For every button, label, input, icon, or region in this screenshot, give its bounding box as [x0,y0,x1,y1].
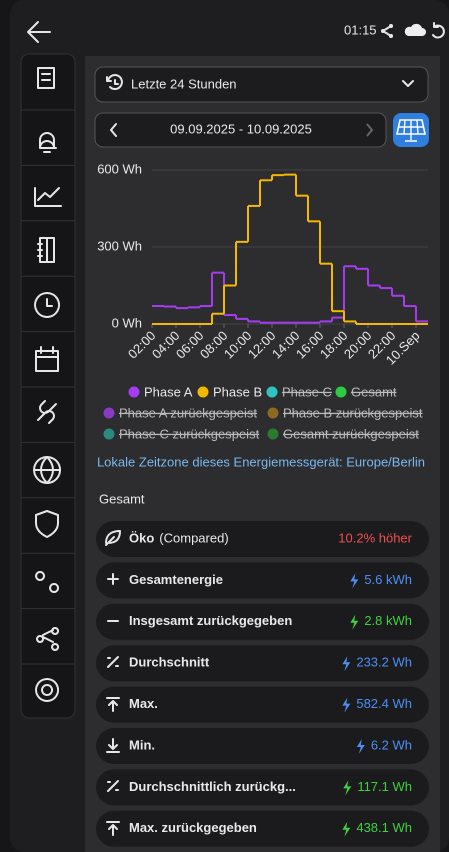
legend-swatch[interactable] [103,407,115,419]
row-label: Max. [129,696,158,711]
cloud-icon [404,23,426,36]
range-dropdown[interactable] [94,66,429,103]
next-date[interactable] [366,123,374,137]
row-value: 10.2% höher [338,530,412,545]
bolt-icon [350,573,359,589]
summary-row[interactable] [96,521,429,557]
prev-date[interactable] [110,123,117,137]
clock: 01:15 [344,22,377,37]
refresh-icon[interactable] [432,22,445,39]
summary-title: Gesamt [99,491,145,506]
legend-swatch[interactable] [267,428,279,440]
back-button[interactable] [27,21,51,43]
legend-label[interactable]: Gesamt [351,384,397,399]
bolt-icon [356,739,365,754]
row-icon [107,573,119,585]
row-value: 438.1 Wh [356,820,412,835]
row-value: 6.2 Wh [371,737,412,752]
legend-label[interactable]: Phase B [213,384,262,399]
legend-label[interactable]: Phase C zurückgespeist [119,426,260,441]
row-icon [105,530,121,546]
row-label: Insgesamt zurückgegeben [129,613,292,628]
solar-icon-grid [399,119,423,142]
summary-row[interactable] [96,810,429,847]
row-icon [106,738,120,753]
summary-row[interactable] [96,645,429,682]
date-navigator [94,112,387,148]
sidebar [20,53,76,719]
bolt-icon [342,697,351,713]
sidebar-icon[interactable] [36,627,60,651]
row-icon [106,821,120,836]
bolt-icon [342,656,351,672]
row-value: 233.2 Wh [356,655,412,670]
legend-label[interactable]: Phase C [282,384,332,399]
sidebar-icon[interactable] [34,187,62,207]
legend-label[interactable]: Phase A [144,384,193,399]
share-icon[interactable] [381,24,393,38]
row-value: 2.8 kWh [364,613,412,628]
sidebar-icon[interactable] [34,292,61,318]
sidebar-icon[interactable] [37,67,55,89]
range-label: Letzte 24 Stunden [131,76,237,91]
summary-row[interactable] [96,728,429,764]
date-range: 09.09.2025 - 10.09.2025 [170,121,312,136]
sidebar-icon[interactable] [33,456,62,484]
summary-row[interactable] [96,603,429,640]
legend-swatch[interactable] [267,407,279,419]
bolt-icon [343,780,352,796]
sidebar-icons [21,67,75,702]
legend-swatch[interactable] [103,428,115,440]
history-icon [106,74,123,90]
row-label: Max. zurückgegeben [129,820,257,835]
row-icon [107,780,119,792]
legend-label[interactable]: Phase A zurückgespeist [119,405,257,420]
timezone-note: Lokale Zeitzone dieses Energiemessgerät:… [97,454,425,469]
solar-icon [396,119,426,135]
sidebar-icon[interactable] [35,571,60,593]
bolt-icon [350,614,359,630]
row-label: Gesamtenergie [129,572,223,587]
legend-swatch[interactable] [266,386,278,398]
sidebar-icon[interactable] [37,237,55,263]
row-value: 5.6 kWh [364,572,412,587]
summary-row[interactable] [96,562,429,599]
y-tick-label: 600 Wh [97,161,142,176]
legend-swatch[interactable] [335,386,347,398]
legend-label[interactable]: Phase B zurückgespeist [283,405,423,420]
summary-row[interactable] [96,686,429,723]
legend-label[interactable]: Gesamt zurückgespeist [283,426,419,441]
sidebar-icon[interactable] [35,510,59,538]
row-value: 582.4 Wh [356,696,412,711]
sidebar-icon[interactable] [35,346,59,372]
summary-row[interactable] [96,769,429,806]
legend-swatch[interactable] [128,386,140,398]
row-label: Durchschnitt [129,655,210,670]
dropdown-chevron [402,80,414,87]
row-value: 117.1 Wh [357,779,412,794]
sidebar-icon[interactable] [39,132,57,153]
row-label: Min. [129,737,155,752]
row-icon [107,656,119,668]
bolt-icon [342,821,351,837]
sidebar-icon[interactable] [35,678,60,702]
row-icon [106,697,120,712]
y-tick-label: 300 Wh [97,238,142,253]
row-sublabel: (Compared) [159,530,228,545]
row-label: Durchschnittlich zurückg... [129,779,296,794]
row-label: Öko [129,530,154,545]
sidebar-icon[interactable] [37,400,57,424]
summary-list: Öko (Compared) 10.2% höher Gesamtenergie 5.6… [96,521,429,847]
legend-swatch[interactable] [197,386,209,398]
y-tick-label: 0 Wh [112,315,142,330]
